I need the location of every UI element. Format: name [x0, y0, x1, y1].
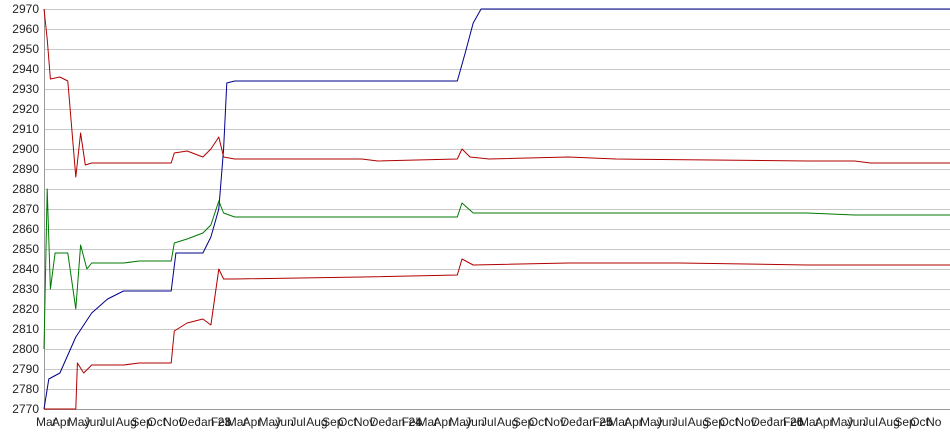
x-tick-label: May: [831, 415, 854, 429]
x-tick-label: May: [68, 415, 91, 429]
x-tick-label: Sep: [322, 415, 344, 429]
x-tick-label: Jul: [100, 415, 115, 429]
x-tick-label: Sep: [894, 415, 916, 429]
x-tick-label: Aug: [115, 415, 136, 429]
x-tick-label: Jan 24: [386, 415, 422, 429]
x-tick-label: Apr: [52, 415, 71, 429]
x-tick-label: Sep: [131, 415, 153, 429]
x-tick-label: Apr: [433, 415, 452, 429]
x-tick-label: Sep: [704, 415, 726, 429]
x-tick-label: Feb: [402, 415, 423, 429]
x-tick-label: Oct: [147, 415, 166, 429]
x-tick-label: Jun: [847, 415, 866, 429]
y-tick-label: 2840: [12, 262, 39, 276]
x-tick-label: Apr: [624, 415, 643, 429]
x-tick-label: May: [640, 415, 663, 429]
x-tick-label: Mar: [227, 415, 248, 429]
x-tick-label: Jul: [863, 415, 878, 429]
x-tick-label: Aug: [497, 415, 518, 429]
x-tick-label: Jun: [274, 415, 293, 429]
x-tick-label: Aug: [688, 415, 709, 429]
x-tick-label: Nov: [735, 415, 756, 429]
x-tick-label: Nov: [354, 415, 375, 429]
x-tick-label: Oct: [338, 415, 357, 429]
x-tick-label: Feb: [592, 415, 613, 429]
x-tick-label: Jun: [656, 415, 675, 429]
x-tick-label: Nov: [163, 415, 184, 429]
series-line-2: [43, 8, 950, 178]
x-tick-label: Oct: [529, 415, 548, 429]
x-tick-label: May: [449, 415, 472, 429]
x-tick-label: Jan 26: [767, 415, 803, 429]
y-tick-label: 2770: [12, 402, 39, 416]
x-tick-label: Apr: [815, 415, 834, 429]
x-tick-label: Aug: [878, 415, 899, 429]
y-tick-label: 2830: [12, 282, 39, 296]
x-tick-label: Mar: [36, 415, 57, 429]
x-tick-label: Mar: [608, 415, 629, 429]
y-tick-label: 2900: [12, 142, 39, 156]
y-tick-label: 2810: [12, 322, 39, 336]
y-tick-label: 2940: [12, 62, 39, 76]
series-line-1: [43, 8, 950, 410]
y-tick-label: 2970: [12, 2, 39, 16]
x-tick-label: Feb: [211, 415, 232, 429]
x-tick-label: Nov: [545, 415, 566, 429]
x-tick-label: No: [926, 415, 942, 429]
x-tick-label: Jul: [290, 415, 305, 429]
y-tick-label: 2950: [12, 42, 39, 56]
x-tick-label: Oct: [910, 415, 929, 429]
y-tick-label: 2800: [12, 342, 39, 356]
x-tick-label: Dec: [561, 415, 582, 429]
y-tick-label: 2880: [12, 182, 39, 196]
grid-layer: [44, 9, 950, 410]
y-tick-label: 2910: [12, 122, 39, 136]
y-tick-label: 2870: [12, 202, 39, 216]
series-layer: [43, 8, 950, 410]
x-tick-label: Jun: [84, 415, 103, 429]
x-tick-label: Oct: [719, 415, 738, 429]
x-tick-label: Apr: [243, 415, 262, 429]
y-axis-tick-labels: 2770 2780 2790 2800 2810 2820 2830 2840 2850 2860…: [12, 2, 39, 416]
y-tick-label: 2820: [12, 302, 39, 316]
x-tick-label: Jul: [672, 415, 687, 429]
x-tick-label: Jun: [465, 415, 484, 429]
y-tick-label: 2850: [12, 242, 39, 256]
y-tick-label: 2780: [12, 382, 39, 396]
y-tick-label: 2890: [12, 162, 39, 176]
series-line-4: [44, 258, 950, 410]
x-tick-label: Aug: [306, 415, 327, 429]
x-tick-label: Mar: [417, 415, 438, 429]
x-tick-label: May: [259, 415, 282, 429]
x-tick-label: Dec: [751, 415, 772, 429]
x-tick-label: Dec: [179, 415, 200, 429]
y-tick-label: 2930: [12, 82, 39, 96]
y-tick-label: 2920: [12, 102, 39, 116]
x-tick-label: Dec: [370, 415, 391, 429]
x-tick-label: Jan 23: [195, 415, 231, 429]
y-tick-label: 2860: [12, 222, 39, 236]
x-tick-label: Jan 25: [576, 415, 612, 429]
series-line-3: [43, 188, 950, 350]
y-tick-label: 2960: [12, 22, 39, 36]
x-tick-label: Feb: [783, 415, 804, 429]
x-tick-label: Jul: [481, 415, 496, 429]
y-tick-label: 2790: [12, 362, 39, 376]
x-tick-label: Sep: [513, 415, 535, 429]
x-tick-label: Mar: [799, 415, 820, 429]
